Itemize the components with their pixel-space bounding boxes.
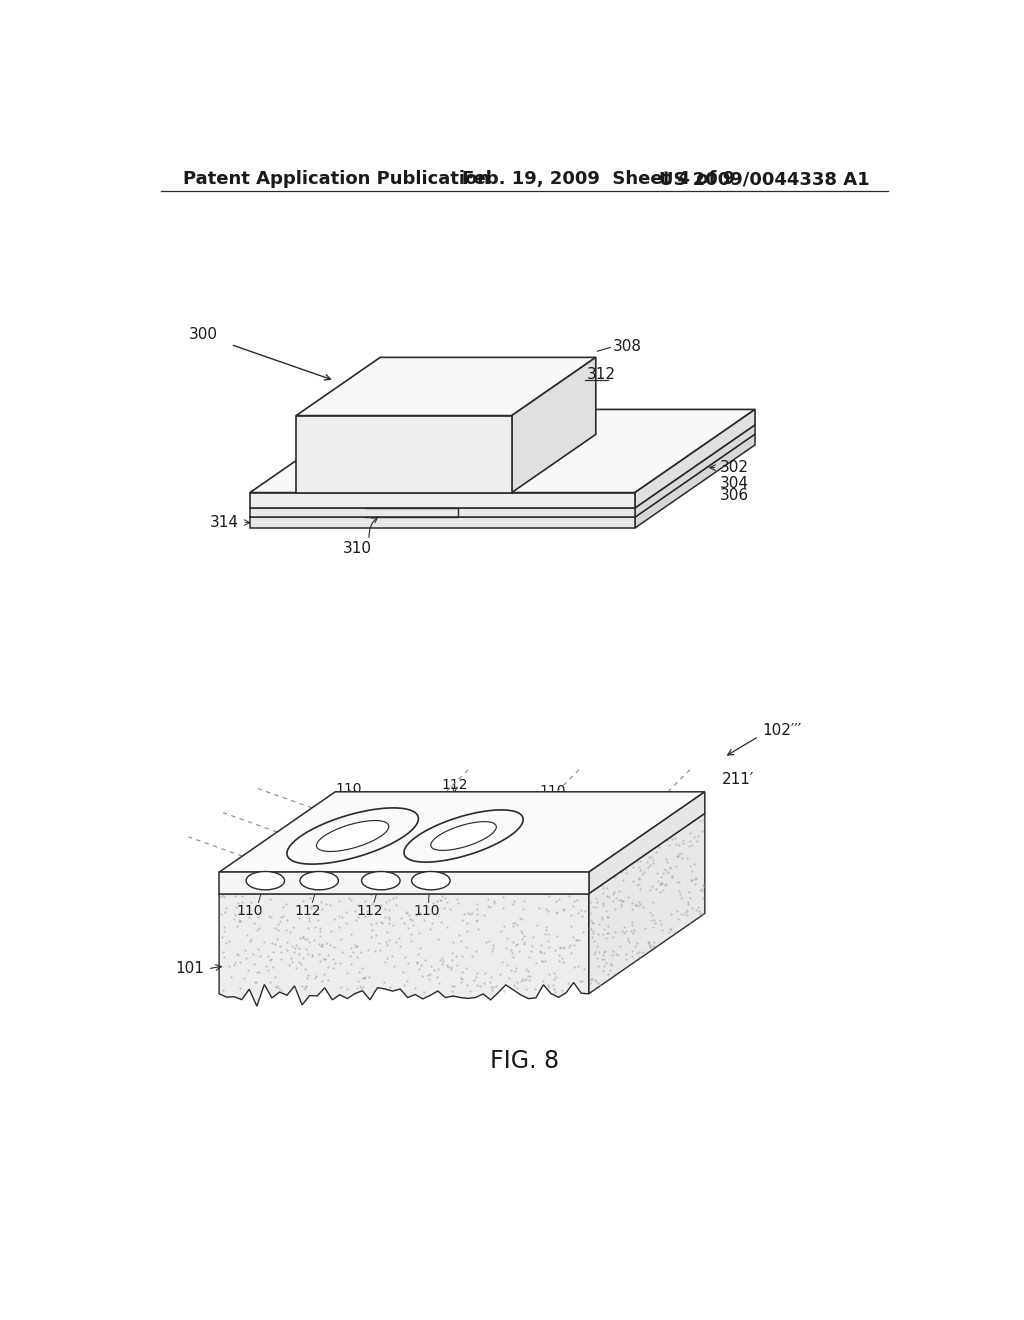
Polygon shape (219, 813, 705, 894)
Polygon shape (512, 358, 596, 492)
Polygon shape (635, 434, 755, 528)
Polygon shape (589, 792, 705, 894)
Text: 304: 304 (720, 475, 749, 491)
Ellipse shape (412, 871, 451, 890)
Text: 101: 101 (175, 961, 204, 977)
Ellipse shape (361, 871, 400, 890)
Polygon shape (250, 508, 635, 517)
Polygon shape (296, 358, 596, 416)
Text: 310: 310 (343, 540, 372, 556)
Polygon shape (219, 792, 705, 873)
Polygon shape (316, 821, 389, 851)
Ellipse shape (300, 871, 339, 890)
Polygon shape (250, 517, 635, 528)
Text: 302: 302 (720, 461, 749, 475)
Text: 110: 110 (540, 784, 565, 797)
Polygon shape (219, 873, 589, 894)
Text: Patent Application Publication: Patent Application Publication (183, 170, 489, 189)
Text: 110: 110 (414, 904, 440, 919)
Text: Feb. 19, 2009  Sheet 4 of 9: Feb. 19, 2009 Sheet 4 of 9 (462, 170, 735, 189)
Text: 300: 300 (189, 327, 218, 342)
Text: FIG. 7: FIG. 7 (490, 793, 559, 817)
Text: 112: 112 (356, 904, 383, 919)
Polygon shape (635, 409, 755, 508)
Text: FIG. 8: FIG. 8 (490, 1049, 559, 1073)
Polygon shape (250, 492, 635, 508)
Ellipse shape (246, 871, 285, 890)
Text: US 2009/0044338 A1: US 2009/0044338 A1 (659, 170, 869, 189)
Polygon shape (219, 894, 589, 1006)
Polygon shape (296, 416, 512, 492)
Polygon shape (250, 409, 755, 492)
Text: 211′: 211′ (722, 772, 754, 787)
Polygon shape (589, 813, 705, 994)
Text: 112: 112 (295, 904, 321, 919)
Text: 314: 314 (209, 515, 239, 531)
Polygon shape (250, 434, 755, 517)
Text: 110: 110 (237, 904, 263, 919)
Polygon shape (431, 821, 497, 850)
Text: F: F (664, 821, 673, 836)
Text: 112: 112 (441, 777, 468, 792)
Text: 110: 110 (335, 781, 361, 796)
Text: 312: 312 (587, 367, 615, 383)
Text: 102′′′: 102′′′ (763, 723, 802, 738)
Text: 308: 308 (612, 339, 642, 354)
Polygon shape (250, 425, 755, 508)
Text: 306: 306 (720, 488, 749, 503)
Polygon shape (635, 425, 755, 517)
